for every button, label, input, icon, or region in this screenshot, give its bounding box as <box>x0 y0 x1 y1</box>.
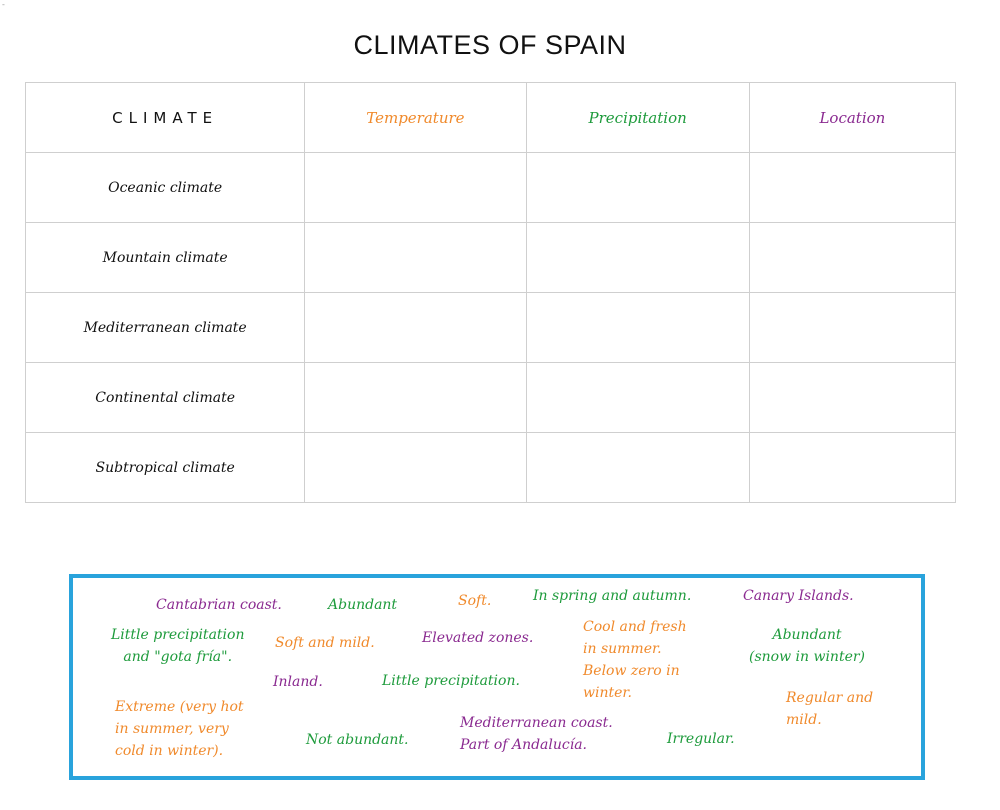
drop-cell-mediterranean-precipitation[interactable] <box>525 292 750 363</box>
tile-line: In spring and autumn. <box>533 588 692 604</box>
header-temperature: Temperature <box>304 82 527 153</box>
corner-mark: - <box>2 0 5 9</box>
tile-line: Abundant <box>328 597 398 613</box>
row-label-oceanic: Oceanic climate <box>24 152 306 223</box>
header-location: Location <box>748 82 957 153</box>
tile-line: Little precipitation. <box>382 673 520 689</box>
tile-line: Irregular. <box>667 731 735 747</box>
drop-cell-mediterranean-temperature[interactable] <box>304 292 527 363</box>
tile-mediterranean-coast[interactable]: Mediterranean coast. Part of Andalucía. <box>460 712 613 756</box>
drop-cell-subtropical-temperature[interactable] <box>304 432 527 503</box>
tile-irregular[interactable]: Irregular. <box>667 728 735 750</box>
tile-soft-and-mild[interactable]: Soft and mild. <box>275 632 375 654</box>
tile-line: Extreme (very hot <box>115 699 244 715</box>
tile-line: Cantabrian coast. <box>156 597 282 613</box>
table-row: Subtropical climate <box>24 432 957 503</box>
drop-cell-continental-location[interactable] <box>748 362 957 433</box>
tile-canary-islands[interactable]: Canary Islands. <box>743 585 854 607</box>
row-label-continental: Continental climate <box>24 362 306 433</box>
drop-cell-mediterranean-location[interactable] <box>748 292 957 363</box>
tile-inland[interactable]: Inland. <box>273 671 323 693</box>
tile-little-precipitation[interactable]: Little precipitation. <box>382 670 520 692</box>
tile-line: Regular and <box>786 690 874 706</box>
drop-cell-mountain-location[interactable] <box>748 222 957 293</box>
tile-regular-mild[interactable]: Regular and mild. <box>786 687 873 731</box>
tile-abundant[interactable]: Abundant <box>328 594 397 616</box>
tile-line: Soft and mild. <box>275 635 375 651</box>
tile-not-abundant[interactable]: Not abundant. <box>306 729 409 751</box>
tile-little-precipitation-gota-fria[interactable]: Little precipitation and "gota fría". <box>111 624 244 668</box>
tile-line: in summer. <box>583 641 662 657</box>
header-climate: CLIMATE <box>24 82 306 153</box>
row-label-mountain: Mountain climate <box>24 222 306 293</box>
row-label-subtropical: Subtropical climate <box>24 432 306 503</box>
drop-cell-continental-precipitation[interactable] <box>525 362 750 433</box>
tile-line: Below zero in <box>583 663 680 679</box>
tile-cantabrian-coast[interactable]: Cantabrian coast. <box>156 594 282 616</box>
tile-line: cold in winter). <box>115 743 224 759</box>
drop-cell-oceanic-precipitation[interactable] <box>525 152 750 223</box>
word-bank: Cantabrian coast. Abundant Soft. In spri… <box>69 574 925 780</box>
tile-line: mild. <box>786 712 822 728</box>
tile-line: Not abundant. <box>306 732 409 748</box>
table-row: Mountain climate <box>24 222 957 293</box>
page-title: CLIMATES OF SPAIN <box>353 30 627 60</box>
drop-cell-oceanic-temperature[interactable] <box>304 152 527 223</box>
tile-line: Soft. <box>458 593 492 609</box>
drop-cell-subtropical-location[interactable] <box>748 432 957 503</box>
drop-cell-continental-temperature[interactable] <box>304 362 527 433</box>
tile-line: winter. <box>583 685 632 701</box>
drop-cell-mountain-temperature[interactable] <box>304 222 527 293</box>
tile-line: Elevated zones. <box>422 630 534 646</box>
tile-spring-autumn[interactable]: In spring and autumn. <box>533 585 691 607</box>
tile-line: (snow in winter) <box>749 649 866 665</box>
tile-elevated-zones[interactable]: Elevated zones. <box>422 627 533 649</box>
table-row: Oceanic climate <box>24 152 957 223</box>
tile-line: Little precipitation <box>111 627 245 643</box>
tile-abundant-snow[interactable]: Abundant (snow in winter) <box>749 624 865 668</box>
tile-line: Inland. <box>273 674 323 690</box>
header-precipitation: Precipitation <box>525 82 750 153</box>
tile-line: Abundant <box>772 627 842 643</box>
drop-cell-subtropical-precipitation[interactable] <box>525 432 750 503</box>
tile-cool-fresh[interactable]: Cool and fresh in summer. Below zero in … <box>583 616 687 704</box>
drop-cell-mountain-precipitation[interactable] <box>525 222 750 293</box>
tile-extreme[interactable]: Extreme (very hot in summer, very cold i… <box>115 696 244 762</box>
table-row: Mediterranean climate <box>24 292 957 363</box>
tile-line: Mediterranean coast. <box>460 715 613 731</box>
row-label-mediterranean: Mediterranean climate <box>24 292 306 363</box>
table-row: Continental climate <box>24 362 957 433</box>
table-header-row: CLIMATE Temperature Precipitation Locati… <box>24 82 957 153</box>
tile-line: and "gota fría". <box>123 649 233 665</box>
drop-cell-oceanic-location[interactable] <box>748 152 957 223</box>
tile-line: Canary Islands. <box>743 588 854 604</box>
tile-line: Cool and fresh <box>583 619 687 635</box>
climate-table: CLIMATE Temperature Precipitation Locati… <box>24 82 957 503</box>
tile-soft[interactable]: Soft. <box>458 590 491 612</box>
tile-line: in summer, very <box>115 721 229 737</box>
tile-line: Part of Andalucía. <box>460 737 588 753</box>
